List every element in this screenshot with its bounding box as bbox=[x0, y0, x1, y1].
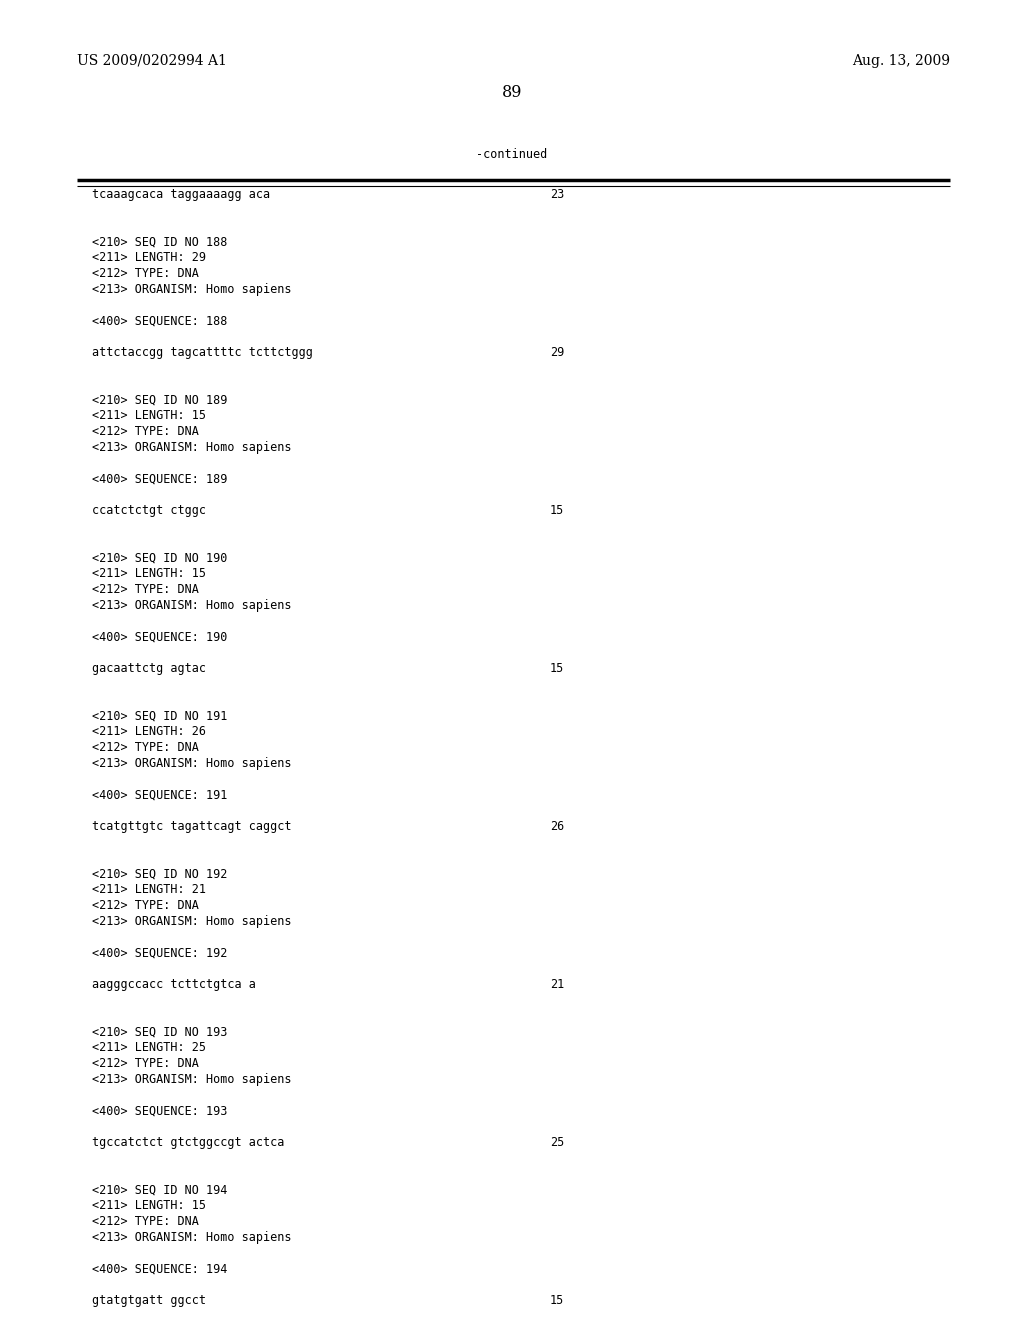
Text: <211> LENGTH: 21: <211> LENGTH: 21 bbox=[92, 883, 206, 896]
Text: 15: 15 bbox=[550, 504, 564, 517]
Text: 23: 23 bbox=[550, 187, 564, 201]
Text: aagggccacc tcttctgtca a: aagggccacc tcttctgtca a bbox=[92, 978, 256, 991]
Text: ccatctctgt ctggc: ccatctctgt ctggc bbox=[92, 504, 206, 517]
Text: <211> LENGTH: 25: <211> LENGTH: 25 bbox=[92, 1041, 206, 1055]
Text: 15: 15 bbox=[550, 1294, 564, 1307]
Text: <210> SEQ ID NO 191: <210> SEQ ID NO 191 bbox=[92, 709, 227, 722]
Text: <211> LENGTH: 15: <211> LENGTH: 15 bbox=[92, 409, 206, 422]
Text: <212> TYPE: DNA: <212> TYPE: DNA bbox=[92, 267, 199, 280]
Text: <211> LENGTH: 26: <211> LENGTH: 26 bbox=[92, 725, 206, 738]
Text: 21: 21 bbox=[550, 978, 564, 991]
Text: <210> SEQ ID NO 188: <210> SEQ ID NO 188 bbox=[92, 235, 227, 248]
Text: <213> ORGANISM: Homo sapiens: <213> ORGANISM: Homo sapiens bbox=[92, 282, 292, 296]
Text: tcatgttgtc tagattcagt caggct: tcatgttgtc tagattcagt caggct bbox=[92, 820, 292, 833]
Text: <210> SEQ ID NO 194: <210> SEQ ID NO 194 bbox=[92, 1184, 227, 1196]
Text: 89: 89 bbox=[502, 84, 522, 102]
Text: <213> ORGANISM: Homo sapiens: <213> ORGANISM: Homo sapiens bbox=[92, 1230, 292, 1243]
Text: <212> TYPE: DNA: <212> TYPE: DNA bbox=[92, 1214, 199, 1228]
Text: <212> TYPE: DNA: <212> TYPE: DNA bbox=[92, 425, 199, 438]
Text: <400> SEQUENCE: 191: <400> SEQUENCE: 191 bbox=[92, 788, 227, 801]
Text: <400> SEQUENCE: 192: <400> SEQUENCE: 192 bbox=[92, 946, 227, 960]
Text: gacaattctg agtac: gacaattctg agtac bbox=[92, 663, 206, 675]
Text: attctaccgg tagcattttc tcttctggg: attctaccgg tagcattttc tcttctggg bbox=[92, 346, 313, 359]
Text: tgccatctct gtctggccgt actca: tgccatctct gtctggccgt actca bbox=[92, 1137, 285, 1148]
Text: <211> LENGTH: 15: <211> LENGTH: 15 bbox=[92, 1199, 206, 1212]
Text: <213> ORGANISM: Homo sapiens: <213> ORGANISM: Homo sapiens bbox=[92, 756, 292, 770]
Text: 26: 26 bbox=[550, 820, 564, 833]
Text: US 2009/0202994 A1: US 2009/0202994 A1 bbox=[77, 54, 227, 69]
Text: <213> ORGANISM: Homo sapiens: <213> ORGANISM: Homo sapiens bbox=[92, 915, 292, 928]
Text: <213> ORGANISM: Homo sapiens: <213> ORGANISM: Homo sapiens bbox=[92, 1073, 292, 1086]
Text: <212> TYPE: DNA: <212> TYPE: DNA bbox=[92, 1057, 199, 1071]
Text: <210> SEQ ID NO 190: <210> SEQ ID NO 190 bbox=[92, 552, 227, 565]
Text: <400> SEQUENCE: 193: <400> SEQUENCE: 193 bbox=[92, 1105, 227, 1118]
Text: -continued: -continued bbox=[476, 148, 548, 161]
Text: <212> TYPE: DNA: <212> TYPE: DNA bbox=[92, 583, 199, 597]
Text: 15: 15 bbox=[550, 663, 564, 675]
Text: <400> SEQUENCE: 189: <400> SEQUENCE: 189 bbox=[92, 473, 227, 486]
Text: <400> SEQUENCE: 188: <400> SEQUENCE: 188 bbox=[92, 314, 227, 327]
Text: <400> SEQUENCE: 190: <400> SEQUENCE: 190 bbox=[92, 631, 227, 643]
Text: <212> TYPE: DNA: <212> TYPE: DNA bbox=[92, 899, 199, 912]
Text: <212> TYPE: DNA: <212> TYPE: DNA bbox=[92, 741, 199, 754]
Text: <211> LENGTH: 29: <211> LENGTH: 29 bbox=[92, 251, 206, 264]
Text: <400> SEQUENCE: 194: <400> SEQUENCE: 194 bbox=[92, 1262, 227, 1275]
Text: gtatgtgatt ggcct: gtatgtgatt ggcct bbox=[92, 1294, 206, 1307]
Text: tcaaagcaca taggaaaagg aca: tcaaagcaca taggaaaagg aca bbox=[92, 187, 270, 201]
Text: <211> LENGTH: 15: <211> LENGTH: 15 bbox=[92, 568, 206, 581]
Text: Aug. 13, 2009: Aug. 13, 2009 bbox=[852, 54, 950, 69]
Text: <210> SEQ ID NO 193: <210> SEQ ID NO 193 bbox=[92, 1026, 227, 1039]
Text: <210> SEQ ID NO 189: <210> SEQ ID NO 189 bbox=[92, 393, 227, 407]
Text: <213> ORGANISM: Homo sapiens: <213> ORGANISM: Homo sapiens bbox=[92, 441, 292, 454]
Text: 29: 29 bbox=[550, 346, 564, 359]
Text: 25: 25 bbox=[550, 1137, 564, 1148]
Text: <210> SEQ ID NO 192: <210> SEQ ID NO 192 bbox=[92, 867, 227, 880]
Text: <213> ORGANISM: Homo sapiens: <213> ORGANISM: Homo sapiens bbox=[92, 599, 292, 611]
